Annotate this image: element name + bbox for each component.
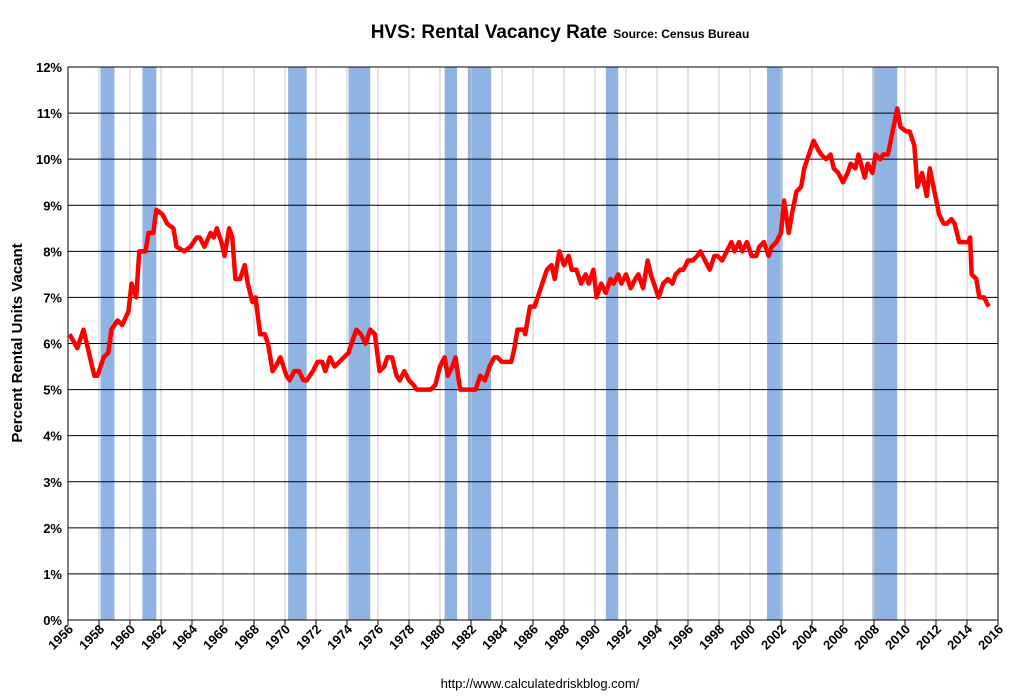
y-tick-label: 6% [43, 337, 62, 352]
x-tick-label: 2002 [758, 622, 789, 653]
x-tick-label: 2004 [789, 621, 821, 653]
x-tick-label: 1966 [200, 622, 231, 653]
x-tick-label: 1970 [262, 622, 293, 653]
y-axis-label: Percent Rental Units Vacant [9, 243, 26, 442]
y-tick-label: 4% [43, 429, 62, 444]
x-tick-label: 1960 [107, 622, 138, 653]
x-tick-label: 2014 [944, 621, 976, 653]
y-tick-label: 9% [43, 198, 62, 213]
x-tick-label: 1982 [448, 622, 479, 653]
data-line [67, 106, 991, 392]
y-tick-label: 8% [43, 244, 62, 259]
x-tick-label: 1958 [76, 622, 107, 653]
x-tick-label: 2010 [882, 622, 913, 653]
x-tick-label: 1986 [510, 622, 541, 653]
x-tick-label: 2008 [851, 622, 882, 653]
x-tick-label: 1974 [324, 621, 356, 653]
x-tick-label: 1976 [355, 622, 386, 653]
y-tick-label: 12% [36, 60, 62, 75]
chart-title: HVS: Rental Vacancy Rate [371, 22, 608, 43]
source-url: http://www.calculatedriskblog.com/ [441, 676, 640, 691]
y-tick-label: 11% [37, 106, 63, 121]
chart-title-group: HVS: Rental Vacancy Rate Source: Census B… [371, 22, 750, 43]
y-tick-label: 5% [43, 383, 62, 398]
x-tick-label: 1972 [293, 622, 324, 653]
x-tick-label: 2000 [727, 622, 758, 653]
x-tick-label: 2012 [913, 622, 944, 653]
x-tick-label: 1990 [572, 622, 603, 653]
y-tick-label: 2% [43, 521, 62, 536]
x-tick-label: 1978 [386, 622, 417, 653]
x-tick-label: 1962 [138, 622, 169, 653]
x-tick-label: 1994 [634, 621, 666, 653]
x-tick-label: 1988 [541, 622, 572, 653]
x-tick-label: 2006 [820, 622, 851, 653]
x-tick-label: 1964 [169, 621, 201, 653]
y-tick-label: 10% [36, 152, 62, 167]
x-tick-label: 1992 [603, 622, 634, 653]
y-tick-label: 7% [43, 290, 62, 305]
x-tick-label: 1984 [479, 621, 511, 653]
y-tick-label: 3% [43, 475, 62, 490]
y-tick-label: 1% [43, 567, 62, 582]
chart-subtitle: Source: Census Bureau [613, 27, 749, 41]
x-tick-label: 1968 [231, 622, 262, 653]
x-tick-label: 1980 [417, 622, 448, 653]
x-tick-label: 1996 [665, 622, 696, 653]
plot-border [67, 66, 999, 621]
x-tick-label: 2016 [975, 622, 1006, 653]
x-tick-label: 1998 [696, 622, 727, 653]
y-tick-label: 0% [43, 613, 62, 628]
